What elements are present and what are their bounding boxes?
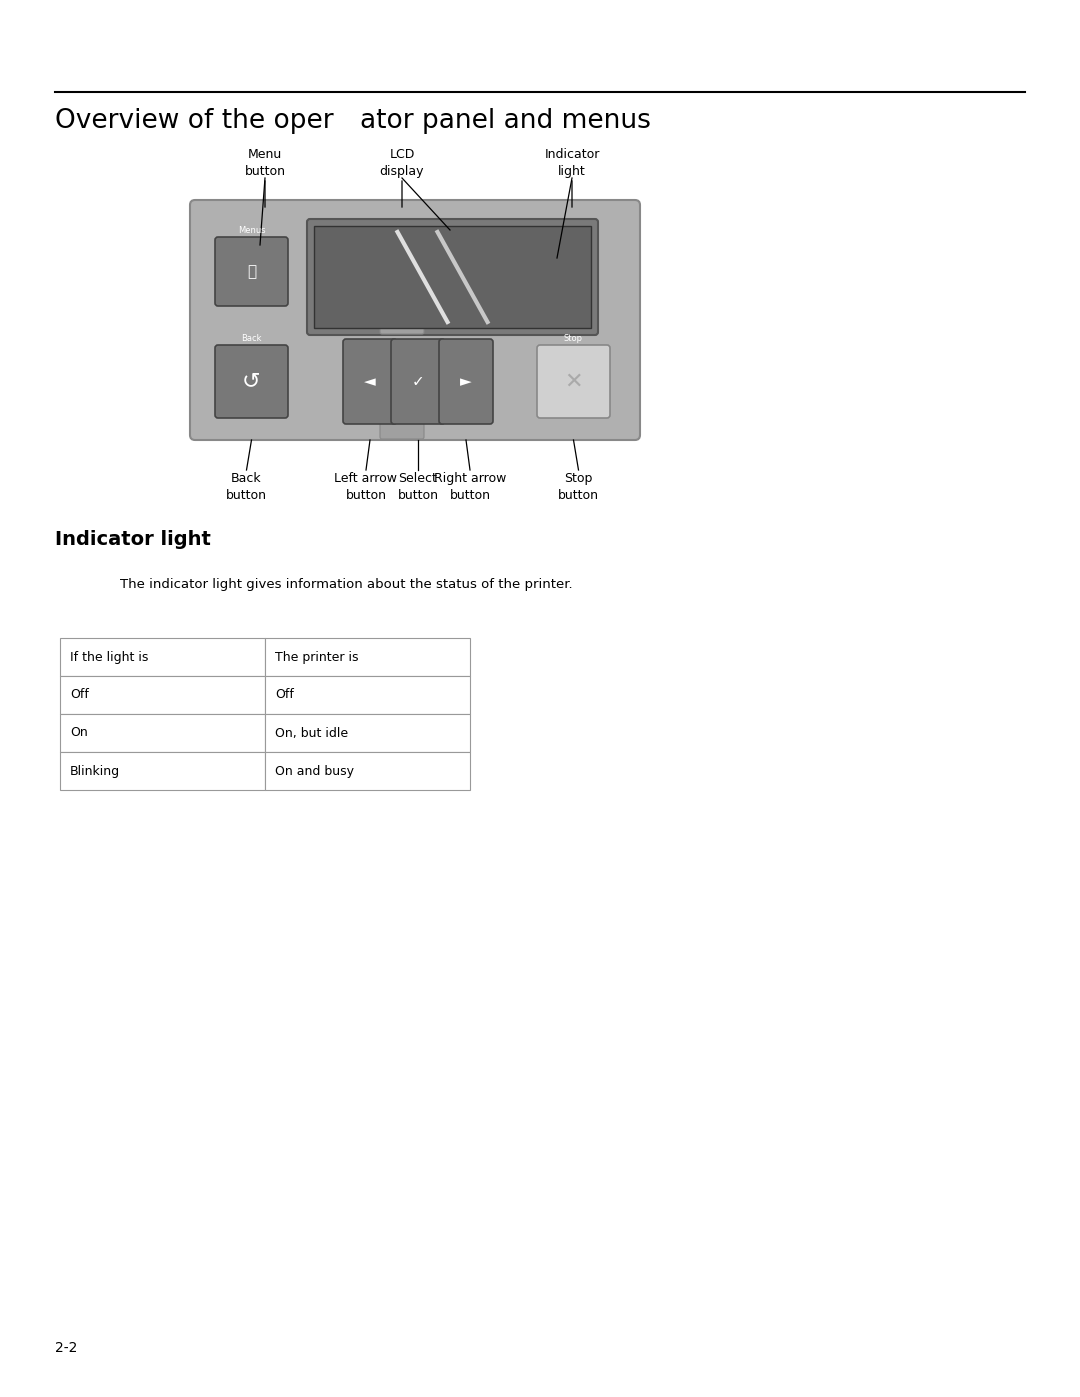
Text: Overview of the oper ator panel and menus: Overview of the oper ator panel and menu… bbox=[55, 108, 651, 134]
Text: On and busy: On and busy bbox=[275, 764, 354, 778]
FancyBboxPatch shape bbox=[314, 226, 591, 328]
FancyBboxPatch shape bbox=[380, 319, 424, 334]
Text: Menu
button: Menu button bbox=[244, 148, 285, 177]
Text: Blinking: Blinking bbox=[70, 764, 120, 778]
Text: The indicator light gives information about the status of the printer.: The indicator light gives information ab… bbox=[120, 578, 572, 591]
Bar bbox=[60, 714, 265, 752]
Text: ✕: ✕ bbox=[564, 372, 583, 391]
Text: Indicator light: Indicator light bbox=[55, 529, 211, 549]
Text: ✓: ✓ bbox=[411, 374, 424, 388]
Text: Stop
button: Stop button bbox=[558, 472, 599, 502]
FancyBboxPatch shape bbox=[391, 339, 445, 425]
FancyBboxPatch shape bbox=[541, 256, 572, 279]
Text: Menus: Menus bbox=[238, 226, 266, 235]
Text: LCD
display: LCD display bbox=[380, 148, 424, 177]
Text: Back
button: Back button bbox=[226, 472, 267, 502]
Text: Right arrow
button: Right arrow button bbox=[434, 472, 507, 502]
Bar bbox=[265, 676, 470, 714]
FancyBboxPatch shape bbox=[307, 219, 598, 335]
Text: Off: Off bbox=[275, 689, 294, 701]
Text: Indicator
light: Indicator light bbox=[544, 148, 599, 177]
FancyBboxPatch shape bbox=[343, 339, 397, 425]
Bar bbox=[265, 752, 470, 789]
Text: 🔑: 🔑 bbox=[247, 264, 256, 279]
Bar bbox=[265, 638, 470, 676]
FancyBboxPatch shape bbox=[190, 200, 640, 440]
Text: Stop: Stop bbox=[564, 334, 583, 344]
Text: If the light is: If the light is bbox=[70, 651, 148, 664]
Text: On, but idle: On, but idle bbox=[275, 726, 348, 739]
Bar bbox=[60, 676, 265, 714]
FancyBboxPatch shape bbox=[438, 339, 492, 425]
Text: On: On bbox=[70, 726, 87, 739]
Text: ►: ► bbox=[460, 374, 472, 388]
Text: Off: Off bbox=[70, 689, 89, 701]
Bar bbox=[265, 714, 470, 752]
FancyBboxPatch shape bbox=[380, 423, 424, 439]
FancyBboxPatch shape bbox=[215, 237, 288, 306]
Bar bbox=[60, 638, 265, 676]
Text: Back: Back bbox=[241, 334, 261, 344]
Text: ↺: ↺ bbox=[242, 372, 260, 391]
Text: Left arrow
button: Left arrow button bbox=[335, 472, 397, 502]
FancyBboxPatch shape bbox=[537, 345, 610, 418]
Text: Select
button: Select button bbox=[397, 472, 438, 502]
Text: ◄: ◄ bbox=[364, 374, 376, 388]
Bar bbox=[60, 752, 265, 789]
Text: 2-2: 2-2 bbox=[55, 1341, 78, 1355]
FancyBboxPatch shape bbox=[215, 345, 288, 418]
Text: The printer is: The printer is bbox=[275, 651, 359, 664]
